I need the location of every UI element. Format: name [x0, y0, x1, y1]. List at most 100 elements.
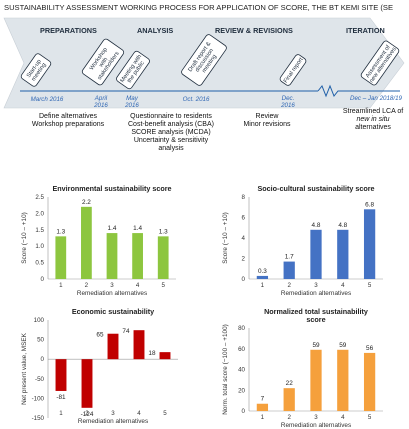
- data-label: 0.3: [258, 268, 267, 275]
- desc-preparations: Define alternatives Workshop preparation…: [20, 113, 116, 129]
- y-tick-label: 0: [242, 408, 246, 415]
- data-label: 1.7: [285, 254, 294, 261]
- y-axis-label: Net present value, MSEK: [21, 332, 28, 404]
- x-tick-label: 1: [261, 282, 265, 289]
- x-tick-label: 3: [110, 282, 114, 289]
- x-tick-label: 2: [287, 414, 291, 421]
- y-tick-label: 40: [238, 367, 245, 374]
- data-label: 1.4: [108, 225, 117, 232]
- bar-3: [107, 333, 119, 360]
- data-label: 59: [339, 342, 347, 349]
- x-tick-label: 2: [85, 282, 89, 289]
- y-tick-label: 2.5: [35, 194, 44, 201]
- x-tick-label: 2: [287, 282, 291, 289]
- y-tick-label: 0: [242, 276, 246, 283]
- bar-4: [337, 229, 349, 279]
- chart-normalized-total: Normalized total sustainability score 0 20 4…: [205, 306, 409, 429]
- bar-3: [310, 229, 322, 279]
- y-tick-label: 1.0: [35, 243, 44, 250]
- phase-iteration: ITERATION: [346, 26, 385, 35]
- x-tick-label: 5: [368, 282, 372, 289]
- data-label: 74: [122, 328, 130, 335]
- bar-2: [81, 359, 93, 408]
- chart-title: Normalized total sustainability score: [264, 307, 368, 324]
- stage-box-frame: [181, 34, 227, 86]
- y-tick-label: 1.5: [35, 227, 44, 234]
- y-tick-label: 0.5: [35, 260, 44, 267]
- y-tick-label: 6: [242, 215, 246, 222]
- y-tick-label: 0: [41, 276, 45, 283]
- x-tick-label: 1: [261, 414, 265, 421]
- phase-preparations: PREPARATIONS: [40, 26, 97, 35]
- x-tick-label: 1: [59, 282, 63, 289]
- desc-line: Workshop preparations: [31, 121, 105, 128]
- x-tick-label: 5: [368, 414, 372, 421]
- data-label: -81: [56, 394, 66, 401]
- chart-socio-cultural: Socio-cultural sustainability score 0 2 4 6 8…: [205, 183, 409, 302]
- x-axis-label: Remediation alternatives: [78, 418, 148, 425]
- desc-line: SCORE analysis (MCDA): [131, 129, 211, 136]
- desc-line: Review: [255, 113, 279, 120]
- y-tick-label: 20: [238, 387, 245, 394]
- x-tick-label: 1: [59, 410, 63, 417]
- data-label: 56: [366, 345, 374, 352]
- desc-analysis: Questionnaire to residents Cost-benefit …: [112, 113, 230, 153]
- x-tick-label: 3: [111, 410, 115, 417]
- x-tick-label: 5: [163, 410, 167, 417]
- desc-line: Streamlined LCA of: [342, 108, 404, 115]
- data-label: 2.2: [82, 199, 91, 206]
- bar-1: [256, 275, 269, 279]
- x-tick-label: 5: [161, 282, 165, 289]
- x-tick-label: 4: [341, 282, 345, 289]
- data-label: 7: [261, 396, 265, 403]
- data-label: 22: [286, 380, 294, 387]
- timeline-break: [317, 84, 400, 98]
- x-axis-label: Remediation alternatives: [77, 290, 147, 297]
- data-label: 65: [96, 332, 104, 339]
- date-april-2016: April 2016: [94, 95, 108, 109]
- x-tick-label: 2: [85, 410, 89, 417]
- y-tick-label: 50: [37, 337, 44, 344]
- stage-box-frame: [279, 54, 307, 86]
- bar-3: [310, 349, 322, 411]
- y-tick-label: 4: [242, 235, 246, 242]
- y-axis-label: Score (−10 – +10): [21, 212, 28, 264]
- date-oct-2016: Oct. 2016: [182, 96, 210, 103]
- bar-4: [133, 330, 145, 360]
- date-may-2016: May 2016: [125, 95, 139, 109]
- data-label: 6.8: [365, 201, 374, 208]
- x-tick-label: 4: [341, 414, 345, 421]
- data-label: -124: [81, 411, 94, 418]
- desc-line: Cost-benefit analysis (CBA): [128, 121, 214, 128]
- bar-5: [363, 209, 376, 279]
- page-title: SUSTAINABILITY ASSESSMENT WORKING PROCES…: [4, 3, 394, 12]
- desc-line: Uncertainty & sensitivity: [133, 137, 209, 144]
- x-axis-label: Remediation alternatives: [281, 422, 351, 429]
- stage-box-frame: [360, 40, 400, 86]
- desc-line: new in situ: [356, 116, 390, 123]
- stage-box-frame: [20, 53, 52, 87]
- y-tick-label: 8: [242, 194, 246, 201]
- chart-title: Socio-cultural sustainability score: [257, 184, 374, 193]
- y-tick-label: -150: [32, 415, 45, 422]
- y-tick-label: 60: [238, 346, 245, 353]
- data-label: 1.3: [159, 228, 168, 235]
- chart-title: Economic sustainability: [72, 307, 154, 316]
- data-label: 4.8: [338, 222, 347, 229]
- desc-line: Questionnaire to residents: [130, 113, 212, 120]
- chart-environmental: Environmental sustainability score 0 0.5 1.…: [0, 183, 204, 302]
- y-tick-label: -100: [32, 395, 45, 402]
- y-tick-label: 2.0: [35, 210, 44, 217]
- desc-line: analysis: [158, 145, 184, 152]
- bar-1: [55, 359, 67, 391]
- bar-4: [337, 349, 349, 411]
- stage-box: Start-upmeeting: [20, 53, 52, 87]
- bar-1: [55, 236, 67, 279]
- x-tick-label: 3: [314, 282, 318, 289]
- data-label: 18: [148, 350, 156, 357]
- y-tick-label: 2: [242, 256, 246, 263]
- data-label: 59: [312, 342, 320, 349]
- process-timeline: Start-upmeeting Workshopwithstakeholders M…: [0, 0, 409, 200]
- bar-2: [81, 206, 92, 279]
